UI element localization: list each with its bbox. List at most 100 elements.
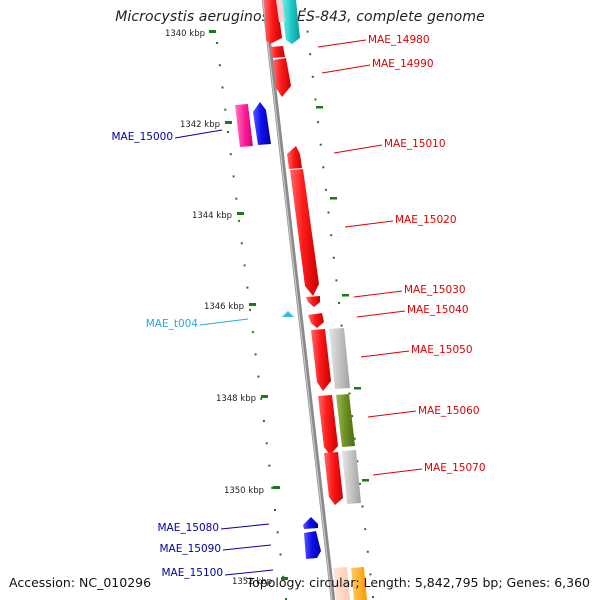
ruler-dot (254, 353, 257, 356)
gene-mae-15000[interactable] (253, 102, 271, 145)
gene-mae-15070-red[interactable] (324, 452, 343, 505)
gene-label-mae-15090[interactable]: MAE_15090 (159, 543, 221, 555)
gene-mae-14990-a[interactable] (270, 46, 285, 58)
ruler-dot (224, 108, 227, 111)
ruler-dot (327, 211, 330, 214)
ruler-dot (356, 460, 359, 463)
ruler-dot (251, 331, 254, 334)
gene-label-mae-14980[interactable]: MAE_14980 (368, 34, 430, 46)
ruler-dot (317, 121, 320, 124)
gene-mae-15010[interactable] (287, 146, 302, 169)
scale-tick-1344: 1344 kbp (192, 211, 244, 221)
ruler-dot (243, 264, 246, 267)
ruler-dot (372, 596, 374, 598)
scale-tick-1342: 1342 kbp (180, 120, 232, 130)
ruler-dot (361, 505, 364, 508)
genome-backbone (261, 0, 336, 600)
ruler-dot (364, 528, 367, 531)
ruler-dot (274, 509, 276, 511)
scale-tick-1350: 1350 kbp (224, 486, 280, 496)
gene-labels: MAE_14980 MAE_14990 MAE_15000 MAE_15010 … (111, 34, 485, 579)
gene-label-mae-t004[interactable]: MAE_t004 (146, 318, 199, 330)
ruler-dot (246, 286, 249, 289)
scale-label: 1342 kbp (180, 120, 220, 130)
ruler-dot (260, 397, 263, 400)
ruler-dot (348, 392, 351, 395)
genome-backbone-highlight (262, 0, 333, 600)
ruler-dot (319, 143, 322, 146)
gene-mae-15040[interactable] (308, 313, 324, 328)
ruler-dot (306, 30, 309, 33)
ruler-dot (304, 8, 306, 10)
gene-peach[interactable] (333, 567, 350, 600)
ruler-dot (332, 256, 335, 259)
gene-label-mae-15100[interactable]: MAE_15100 (161, 567, 223, 579)
gene-label-mae-14990[interactable]: MAE_14990 (372, 58, 434, 70)
ruler-dot (335, 279, 338, 282)
gene-mae-15060[interactable] (336, 394, 355, 447)
scale-label: 1352 kbp (232, 577, 272, 587)
scale-tick-1346: 1346 kbp (204, 302, 256, 312)
scale-tick-1348: 1348 kbp (216, 394, 268, 404)
gene-label-mae-15080[interactable]: MAE_15080 (157, 522, 219, 534)
gene-label-mae-15030[interactable]: MAE_15030 (404, 284, 466, 296)
ruler-dot (324, 188, 327, 191)
map-title: Microcystis aeruginosa NIES-843, complet… (115, 9, 485, 25)
ruler-dot (216, 42, 218, 44)
scale-label: 1348 kbp (216, 394, 256, 404)
gene-label-mae-15050[interactable]: MAE_15050 (411, 344, 473, 356)
ruler-dot (282, 575, 285, 578)
ruler-dot (338, 302, 340, 304)
ruler-dot (268, 464, 271, 467)
gene-mae-14990[interactable] (273, 58, 291, 97)
ruler-dot (351, 415, 354, 418)
gene-pink[interactable] (235, 104, 253, 147)
gene-label-mae-15010[interactable]: MAE_15010 (384, 138, 446, 150)
gene-mae-15070[interactable] (342, 450, 361, 504)
ruler-dot (218, 64, 221, 67)
scale-label: 1350 kbp (224, 486, 264, 496)
gene-label-mae-15060[interactable]: MAE_15060 (418, 405, 480, 417)
ruler-dot (276, 531, 279, 534)
ruler-dot (314, 98, 317, 101)
ruler-dots-left (216, 42, 287, 600)
ruler-dot (257, 375, 260, 378)
ruler-dot (262, 420, 265, 423)
gene-gap (248, 104, 256, 146)
gene-mae-15060-red[interactable] (318, 395, 338, 455)
ruler-dot (249, 308, 252, 311)
ruler-dot (330, 234, 333, 237)
scale-label: 1344 kbp (192, 211, 232, 221)
gene-orange[interactable] (351, 567, 367, 600)
ruler-dot (309, 53, 312, 56)
ruler-dot (232, 175, 235, 178)
ruler-dot (227, 131, 229, 133)
gene-mae-15020[interactable] (290, 169, 319, 296)
gene-gray-15050[interactable] (329, 328, 350, 389)
scale-tick-1340: 1340 kbp (165, 29, 216, 39)
accession-text: Accession: NC_010296 (9, 575, 152, 590)
ruler-dot (353, 437, 356, 440)
gene-label-mae-15020[interactable]: MAE_15020 (395, 214, 457, 226)
gene-mae-15050[interactable] (311, 329, 331, 391)
ruler-dot (221, 86, 224, 89)
ruler-dot (279, 553, 282, 556)
gene-cyan-top[interactable] (281, 0, 300, 44)
gene-mae-15090[interactable] (304, 531, 321, 559)
ruler-dot (235, 197, 238, 200)
gene-features (235, 0, 367, 600)
ruler-dot (265, 442, 268, 445)
gene-mae-t004[interactable] (282, 311, 294, 317)
leader-lines (174, 39, 423, 576)
gene-label-mae-15070[interactable]: MAE_15070 (424, 462, 486, 474)
right-track-ticks (316, 106, 369, 482)
gene-label-mae-15040[interactable]: MAE_15040 (407, 304, 469, 316)
gene-mae-15080[interactable] (303, 517, 318, 529)
gene-mae-15030[interactable] (306, 296, 320, 307)
gene-label-mae-15000[interactable]: MAE_15000 (111, 131, 173, 143)
ruler-dot (229, 153, 232, 156)
scale-tick-1352: 1352 kbp (232, 577, 288, 587)
ruler-dot (366, 550, 369, 553)
